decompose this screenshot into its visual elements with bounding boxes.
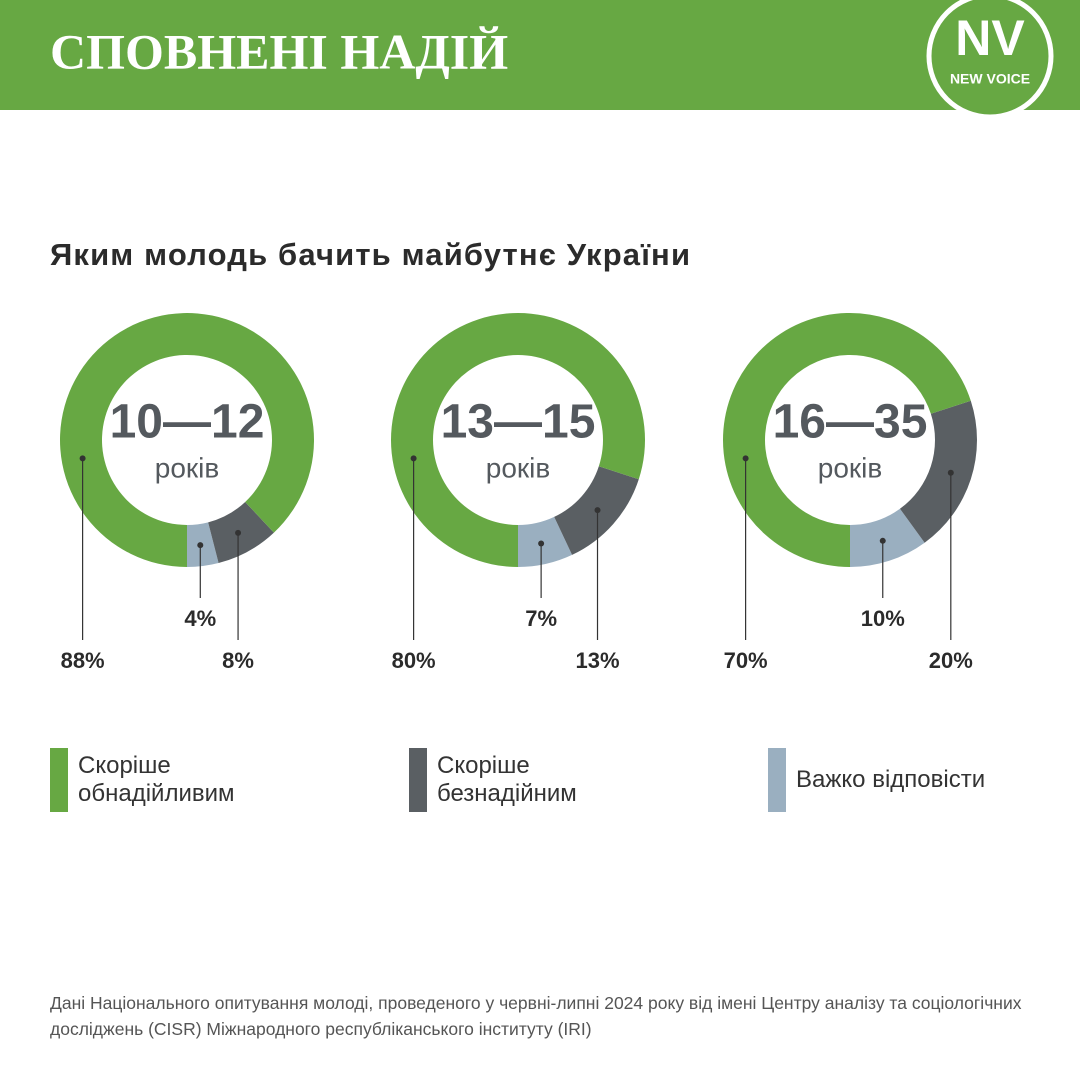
legend-swatch [409,748,427,812]
value-label: 88% [61,648,105,673]
donut-segment [60,312,315,567]
header-title: СПОВНЕНІ НАДІЙ [50,23,508,79]
legend-item: Скоріше обнадійливим [50,748,278,812]
value-label: 70% [724,648,768,673]
callout-dot [235,529,242,536]
logo: NV [955,10,1025,66]
donut-center-unit: років [818,452,883,483]
value-label: 80% [392,648,436,673]
callout-dot [538,540,545,547]
legend-label: Скоріше обнадійливим [78,752,235,807]
legend-item: Важко відповісти [768,748,996,812]
callout-dot [594,507,601,514]
callout-dot [410,455,417,462]
callout-dot [197,542,204,549]
donut-center-unit: років [486,452,551,483]
callout-dot [947,469,954,476]
value-label: 13% [575,648,619,673]
legend-swatch [768,748,786,812]
logo-circle [926,0,1054,120]
value-label: 20% [929,648,973,673]
donut-segment [723,312,971,567]
donut-center-label: 13—15 [441,396,596,449]
logo-subtitle: NEW VOICE [950,71,1030,87]
donut-center-label: 16—35 [773,396,928,449]
value-label: 8% [222,648,254,673]
donut-segment [899,400,978,543]
donut-segment [850,508,925,567]
value-label: 10% [861,606,905,631]
value-label: 4% [184,606,216,631]
callout-dot [742,455,749,462]
donut-segment [390,313,645,567]
value-label: 7% [525,606,557,631]
callout-dot [879,537,886,544]
donut-segment [518,516,573,567]
callout-dot [79,455,86,462]
legend-swatch [50,748,68,812]
footnote: Дані Національного опитування молоді, пр… [50,993,1022,1039]
chart-title: Яким молодь бачить майбутнє України [50,237,690,272]
legend-label: Важко відповісти [796,766,986,793]
header-bar [0,0,1080,110]
legend-label: Скоріше безнадійним [437,752,577,807]
legend-item: Скоріше безнадійним [409,748,637,812]
donut-center-unit: років [155,452,220,483]
donut-center-label: 10—12 [110,396,265,449]
